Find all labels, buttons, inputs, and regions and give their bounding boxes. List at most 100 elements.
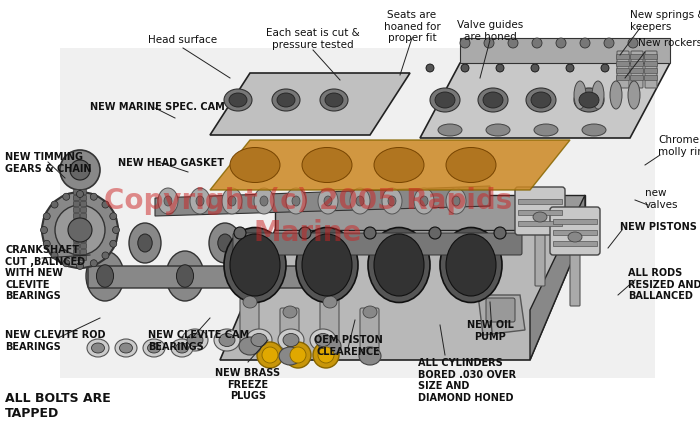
FancyBboxPatch shape [617, 55, 629, 59]
Circle shape [90, 260, 97, 267]
Polygon shape [275, 195, 585, 230]
Ellipse shape [283, 333, 299, 346]
Ellipse shape [289, 223, 321, 263]
Circle shape [76, 191, 83, 197]
Ellipse shape [298, 234, 312, 252]
FancyBboxPatch shape [240, 298, 259, 344]
Ellipse shape [129, 223, 161, 263]
Circle shape [41, 227, 48, 233]
Ellipse shape [628, 81, 640, 109]
Ellipse shape [592, 81, 604, 109]
FancyBboxPatch shape [80, 207, 87, 213]
Ellipse shape [420, 196, 428, 206]
Text: CRANKSHAFT
CUT ,BALNCED
WITH NEW
CLEVITE
BEARINGS: CRANKSHAFT CUT ,BALNCED WITH NEW CLEVITE… [5, 245, 85, 301]
Circle shape [484, 38, 494, 48]
FancyBboxPatch shape [631, 51, 643, 88]
FancyBboxPatch shape [80, 190, 87, 194]
Text: NEW CLEVITE CAM
BEARINGS: NEW CLEVITE CAM BEARINGS [148, 330, 249, 352]
Circle shape [494, 227, 506, 239]
FancyBboxPatch shape [631, 76, 643, 80]
FancyBboxPatch shape [631, 55, 643, 59]
Text: NEW PISTONS: NEW PISTONS [620, 222, 697, 232]
Ellipse shape [296, 227, 358, 302]
Circle shape [556, 38, 566, 48]
Ellipse shape [292, 196, 300, 206]
FancyBboxPatch shape [80, 214, 87, 218]
Circle shape [257, 342, 283, 368]
Polygon shape [210, 140, 570, 190]
FancyBboxPatch shape [74, 220, 80, 224]
Circle shape [262, 347, 278, 363]
Ellipse shape [534, 124, 558, 136]
Ellipse shape [138, 234, 152, 252]
Ellipse shape [246, 329, 272, 351]
Ellipse shape [97, 265, 113, 287]
FancyBboxPatch shape [550, 207, 600, 255]
Ellipse shape [87, 339, 109, 357]
Text: NEW CLEVITE ROD
BEARINGS: NEW CLEVITE ROD BEARINGS [5, 330, 106, 352]
FancyBboxPatch shape [74, 256, 80, 260]
Circle shape [76, 263, 83, 270]
Circle shape [426, 64, 434, 72]
Ellipse shape [582, 124, 606, 136]
Circle shape [460, 38, 470, 48]
Ellipse shape [228, 196, 236, 206]
Polygon shape [420, 63, 670, 138]
Text: ALL CYLINDERS
BORED .030 OVER
SIZE AND
DIAMOND HONED: ALL CYLINDERS BORED .030 OVER SIZE AND D… [418, 358, 516, 403]
FancyBboxPatch shape [645, 69, 657, 73]
Text: New springs &
keepers: New springs & keepers [630, 10, 700, 32]
Ellipse shape [246, 251, 284, 301]
Ellipse shape [610, 81, 622, 109]
Ellipse shape [196, 196, 204, 206]
Text: Seats are
hoaned for
proper fit: Seats are hoaned for proper fit [384, 10, 440, 43]
FancyBboxPatch shape [631, 69, 643, 73]
FancyBboxPatch shape [617, 76, 629, 80]
Ellipse shape [286, 188, 306, 214]
Ellipse shape [176, 343, 188, 353]
FancyBboxPatch shape [518, 199, 562, 204]
FancyBboxPatch shape [74, 250, 80, 254]
FancyBboxPatch shape [645, 62, 657, 66]
FancyBboxPatch shape [80, 226, 87, 230]
Ellipse shape [222, 188, 242, 214]
Ellipse shape [277, 93, 295, 107]
Polygon shape [155, 186, 490, 216]
Circle shape [285, 342, 311, 368]
Ellipse shape [158, 188, 178, 214]
Ellipse shape [176, 265, 193, 287]
Text: Chrome
molly rings: Chrome molly rings [658, 135, 700, 157]
Circle shape [429, 227, 441, 239]
Circle shape [290, 347, 306, 363]
Circle shape [43, 213, 50, 220]
Circle shape [532, 38, 542, 48]
FancyBboxPatch shape [553, 230, 597, 235]
Circle shape [90, 193, 97, 200]
FancyBboxPatch shape [60, 48, 655, 378]
Circle shape [313, 342, 339, 368]
FancyBboxPatch shape [74, 243, 80, 249]
Ellipse shape [171, 339, 193, 357]
FancyBboxPatch shape [518, 221, 562, 226]
Circle shape [113, 227, 120, 233]
Circle shape [42, 192, 118, 268]
Text: Valve guides
are honed: Valve guides are honed [457, 20, 523, 42]
Ellipse shape [256, 265, 274, 287]
Ellipse shape [356, 196, 364, 206]
Ellipse shape [251, 333, 267, 346]
FancyBboxPatch shape [74, 226, 80, 230]
Polygon shape [478, 295, 525, 335]
Ellipse shape [363, 306, 377, 318]
FancyBboxPatch shape [88, 266, 352, 288]
Ellipse shape [574, 81, 586, 109]
Ellipse shape [533, 212, 547, 222]
Circle shape [364, 227, 376, 239]
FancyBboxPatch shape [74, 201, 80, 207]
Ellipse shape [224, 89, 252, 111]
FancyBboxPatch shape [486, 298, 515, 322]
Ellipse shape [486, 124, 510, 136]
FancyBboxPatch shape [645, 55, 657, 59]
Ellipse shape [324, 196, 332, 206]
Polygon shape [210, 73, 410, 135]
Ellipse shape [568, 232, 582, 242]
FancyBboxPatch shape [74, 207, 80, 213]
